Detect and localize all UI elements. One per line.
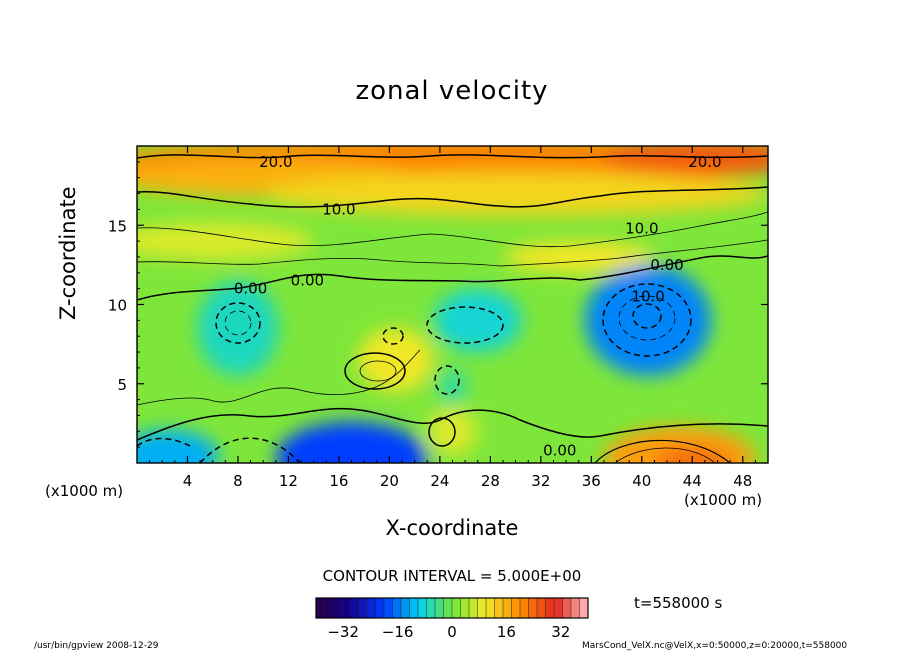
x-axis-label: X-coordinate <box>385 516 519 540</box>
colorbar-cell <box>486 598 495 618</box>
colorbar-cell <box>367 598 376 618</box>
field-blob <box>654 448 731 463</box>
contour-label: 20.0 <box>688 153 721 171</box>
colorbar-cell <box>511 598 521 618</box>
colorbar-cell <box>324 598 334 618</box>
velocity-field: 20.0 20.0 10.0 10.0 0.00 0.00 0.00 10.0 0.00 <box>137 146 768 463</box>
contour-label: 10.0 <box>631 288 664 306</box>
field-blob <box>437 367 468 406</box>
x-tick-label: 40 <box>632 472 651 490</box>
x-tick-label: 16 <box>329 472 348 490</box>
colorbar-tick-label: 0 <box>447 623 457 641</box>
colorbar-cell <box>418 598 427 618</box>
colorbar-cell <box>537 598 546 618</box>
x-tick-label: 24 <box>430 472 449 490</box>
colorbar-tick-label: 32 <box>551 623 570 641</box>
footer-left: /usr/bin/gpview 2008-12-29 <box>34 641 159 651</box>
colorbar-cell <box>358 598 368 618</box>
time-label: t=558000 s <box>634 594 723 612</box>
colorbar-cell <box>435 598 444 618</box>
colorbar-tick-label: −32 <box>327 623 359 641</box>
x-tick-label: 20 <box>380 472 399 490</box>
y-tick-label: 15 <box>108 217 127 235</box>
field-blob <box>433 288 522 353</box>
contour-label: 0.00 <box>291 272 324 290</box>
colorbar-cell <box>545 598 555 618</box>
field-blob <box>263 171 768 216</box>
colorbar-cell <box>341 598 351 618</box>
contour-label: 10.0 <box>322 200 355 218</box>
x-tick-label: 28 <box>481 472 500 490</box>
colorbar-cell <box>426 598 436 618</box>
colorbar-cell <box>401 598 410 618</box>
field-blob <box>137 222 314 261</box>
colorbar-frame <box>315 597 589 619</box>
colorbar-cell <box>520 598 529 618</box>
contour-label: 0.00 <box>234 280 267 298</box>
colorbar-cell <box>579 598 589 618</box>
x-tick-label: 48 <box>733 472 752 490</box>
field-blob <box>585 264 712 376</box>
colorbar-cell <box>571 598 580 618</box>
x-tick-label: 36 <box>582 472 601 490</box>
colorbar-cell <box>443 598 453 618</box>
contour-lines <box>137 154 768 463</box>
field-blob <box>275 421 428 463</box>
y-tick-label: 10 <box>108 297 127 315</box>
chart-title: zonal velocity <box>355 76 549 106</box>
field-blob <box>357 328 434 392</box>
contour-label: 10.0 <box>625 219 658 237</box>
colorbar-tick-label: −16 <box>382 623 414 641</box>
colorbar-cell <box>409 598 419 618</box>
colorbar-cell <box>477 598 487 618</box>
x-tick-label: 12 <box>279 472 298 490</box>
contour-label: 20.0 <box>259 153 292 171</box>
field-blob <box>137 429 220 463</box>
colorbar-cell <box>392 598 402 618</box>
colorbar-cell <box>316 598 325 618</box>
y-axis-label-text: Z-coordinate <box>56 186 80 320</box>
colorbar-cell <box>460 598 470 618</box>
colorbar-cell <box>375 598 385 618</box>
contour-label: 0.00 <box>650 256 683 274</box>
y-axis-label: Z-coordinate <box>56 186 80 320</box>
colorbar-cell <box>350 598 359 618</box>
colorbar-cell <box>384 598 393 618</box>
x-unit-right: (x1000 m) <box>684 491 763 509</box>
colorbar-cell <box>562 598 572 618</box>
field-blob <box>603 146 768 177</box>
field-blob <box>197 280 279 376</box>
y-tick-label: 5 <box>117 376 127 394</box>
colorbar-cell <box>333 598 342 618</box>
colorbar: −32 −16 0 16 32 <box>315 597 589 641</box>
x-unit-left: (x1000 m) <box>45 482 124 500</box>
colorbar-cell <box>469 598 478 618</box>
colorbar-cell <box>528 598 538 618</box>
colorbar-tick-label: 16 <box>497 623 516 641</box>
field-blob <box>502 241 655 273</box>
contour-interval: CONTOUR INTERVAL = 5.000E+00 <box>322 567 582 585</box>
colorbar-cell <box>503 598 512 618</box>
x-tick-label: 8 <box>233 472 243 490</box>
x-tick-label: 4 <box>183 472 193 490</box>
footer-right: MarsCond_VelX.nc@VelX,x=0:50000,z=0:2000… <box>582 641 848 651</box>
x-tick-label: 32 <box>531 472 550 490</box>
colorbar-cell <box>452 598 461 618</box>
contour-label: 0.00 <box>543 441 576 459</box>
colorbar-cell <box>554 598 563 618</box>
x-tick-label: 44 <box>683 472 702 490</box>
colorbar-cell <box>494 598 504 618</box>
